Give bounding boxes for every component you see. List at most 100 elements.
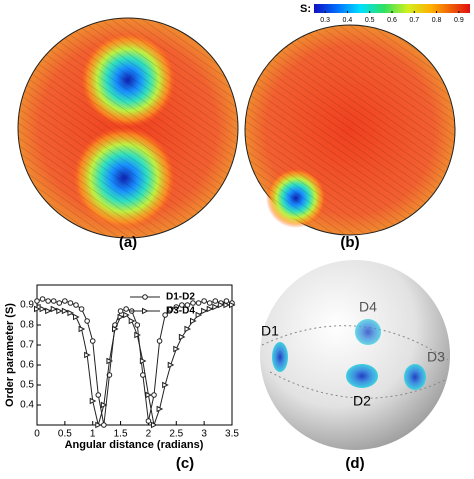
marker	[117, 313, 125, 321]
marker	[89, 338, 96, 344]
marker	[39, 296, 46, 302]
defect-label: D3	[427, 349, 445, 365]
marker	[151, 421, 158, 429]
x-tick-label: 3.5	[225, 429, 239, 440]
marker	[123, 306, 129, 312]
marker	[156, 405, 164, 413]
marker	[195, 300, 202, 306]
marker	[145, 391, 153, 399]
colorbar-tick-label: 0.6	[387, 17, 397, 24]
marker	[229, 301, 236, 309]
marker	[162, 312, 168, 318]
defect	[272, 342, 288, 372]
marker	[151, 392, 157, 398]
marker	[95, 421, 102, 429]
marker	[128, 317, 136, 325]
marker	[134, 322, 141, 328]
y-tick-label: 0.6	[20, 360, 34, 371]
marker	[73, 302, 79, 308]
marker	[89, 397, 97, 405]
x-tick-label: 1.5	[114, 429, 128, 440]
colorbar-label: S:	[300, 3, 311, 15]
defect	[404, 364, 426, 390]
x-tick-label: 2.5	[169, 429, 183, 440]
marker	[139, 357, 147, 365]
great-circle	[269, 371, 446, 399]
y-tick-label: 0.5	[20, 380, 34, 391]
marker	[56, 307, 63, 315]
marker	[206, 300, 213, 306]
panel-label: (c)	[176, 455, 194, 472]
marker	[78, 306, 85, 312]
defect-label: D1	[261, 323, 279, 339]
colorbar-tick-label: 0.9	[454, 17, 464, 24]
marker	[167, 361, 175, 369]
marker	[34, 305, 41, 313]
marker	[45, 298, 51, 304]
marker	[78, 325, 86, 333]
colorbar-tick-label: 0.8	[432, 17, 442, 24]
marker	[101, 422, 107, 428]
series-line	[37, 304, 232, 427]
sphere	[260, 260, 450, 450]
marker	[100, 401, 108, 409]
marker	[95, 392, 102, 398]
legend-marker	[142, 307, 149, 315]
marker	[50, 305, 58, 313]
marker	[45, 307, 52, 315]
x-tick-label: 3	[201, 429, 207, 440]
marker	[184, 325, 192, 333]
colorbar-tick-label: 0.3	[320, 17, 330, 24]
marker	[84, 351, 91, 359]
marker	[190, 317, 197, 325]
marker	[39, 305, 47, 313]
y-axis-label: Order parameter (S)	[4, 303, 16, 407]
marker	[173, 345, 180, 353]
marker	[223, 301, 231, 309]
marker	[112, 325, 119, 333]
colorbar	[314, 4, 470, 13]
defect	[346, 364, 378, 388]
marker	[212, 303, 219, 311]
marker	[117, 308, 124, 314]
marker	[67, 309, 75, 317]
panel-label: (d)	[345, 455, 364, 472]
marker	[179, 302, 185, 308]
legend-marker	[142, 294, 148, 300]
marker	[123, 311, 130, 319]
panel-label: (a)	[119, 234, 137, 251]
marker	[50, 298, 57, 304]
marker	[84, 318, 90, 324]
colorbar-tick-label: 0.4	[343, 17, 353, 24]
x-tick-label: 1	[90, 429, 96, 440]
marker	[206, 305, 214, 313]
plot-frame	[36, 284, 233, 426]
defect	[355, 319, 381, 345]
marker	[217, 301, 225, 309]
series-line	[36, 298, 233, 426]
x-axis-label: Angular distance (radians)	[65, 439, 204, 451]
marker	[201, 307, 208, 315]
marker	[195, 311, 203, 319]
legend-label: D3-D4	[166, 306, 195, 317]
marker	[162, 381, 169, 389]
defect-label: D4	[359, 299, 377, 315]
plot: Angular distance (radians) Order paramet…	[4, 284, 233, 451]
marker	[212, 298, 219, 304]
panel-label: (b)	[340, 234, 359, 251]
marker	[34, 298, 40, 304]
marker	[145, 418, 152, 424]
marker	[201, 298, 207, 304]
marker	[190, 300, 196, 306]
marker	[73, 313, 80, 321]
colorbar-tick-label: 0.5	[365, 17, 375, 24]
legend-label: D1-D2	[166, 292, 195, 303]
marker	[156, 338, 163, 344]
marker	[173, 304, 180, 310]
defect-label: D2	[353, 393, 371, 409]
y-tick-label: 0.4	[20, 400, 34, 411]
marker	[106, 357, 114, 365]
y-tick-label: 0.9	[20, 300, 34, 311]
colorbar-tick-label: 0.7	[409, 17, 419, 24]
